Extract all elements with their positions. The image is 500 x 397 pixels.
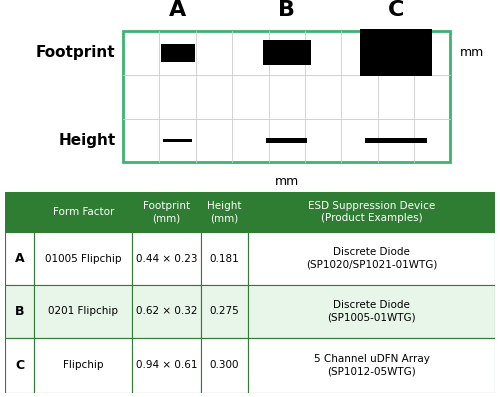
Bar [5,192,34,232]
Bar [34,232,132,285]
Text: 5 Channel uDFN Array
(SP1012-05WTG): 5 Channel uDFN Array (SP1012-05WTG) [314,354,430,376]
Bar [5,337,34,393]
Bar [5,285,34,337]
Bar [248,285,495,337]
Text: Form Factor: Form Factor [52,207,114,217]
Text: 0.181: 0.181 [210,254,240,264]
Bar [34,285,132,337]
Bar [132,337,201,393]
Text: 0.275: 0.275 [210,306,240,316]
Text: C: C [15,359,24,372]
Bar [360,29,432,77]
Bar [248,232,495,285]
Bar [34,337,132,393]
Text: A: A [15,252,24,265]
Text: 0.300: 0.300 [210,360,240,370]
Bar [201,192,248,232]
Text: Height: Height [58,133,116,148]
Bar [123,31,450,162]
Bar [160,44,194,62]
Text: Height
(mm): Height (mm) [208,201,242,224]
Bar [132,232,201,285]
Text: mm: mm [460,46,484,60]
Bar [201,337,248,393]
Bar [34,192,132,232]
Text: Discrete Diode
(SP1020/SP1021-01WTG): Discrete Diode (SP1020/SP1021-01WTG) [306,247,437,270]
Text: B: B [15,305,24,318]
Text: A: A [169,0,186,20]
Bar [365,138,427,143]
Text: C: C [388,0,404,20]
Text: 0.94 × 0.61: 0.94 × 0.61 [136,360,198,370]
Text: B: B [278,0,295,20]
Bar [263,40,311,65]
Bar [5,232,34,285]
Text: Footprint: Footprint [36,45,116,60]
Bar [266,138,307,143]
Bar [132,285,201,337]
Text: 0.62 × 0.32: 0.62 × 0.32 [136,306,198,316]
Text: mm: mm [274,175,299,188]
Text: Flipchip: Flipchip [63,360,104,370]
Text: 0.44 × 0.23: 0.44 × 0.23 [136,254,198,264]
Text: 0201 Flipchip: 0201 Flipchip [48,306,118,316]
Text: Footprint
(mm): Footprint (mm) [143,201,190,224]
Text: Discrete Diode
(SP1005-01WTG): Discrete Diode (SP1005-01WTG) [327,300,416,322]
Bar [132,192,201,232]
Bar [201,285,248,337]
Bar [248,192,495,232]
Bar [163,139,192,142]
Bar [201,232,248,285]
Bar [248,337,495,393]
Text: 01005 Flipchip: 01005 Flipchip [45,254,122,264]
Text: ESD Suppression Device
(Product Examples): ESD Suppression Device (Product Examples… [308,201,435,224]
